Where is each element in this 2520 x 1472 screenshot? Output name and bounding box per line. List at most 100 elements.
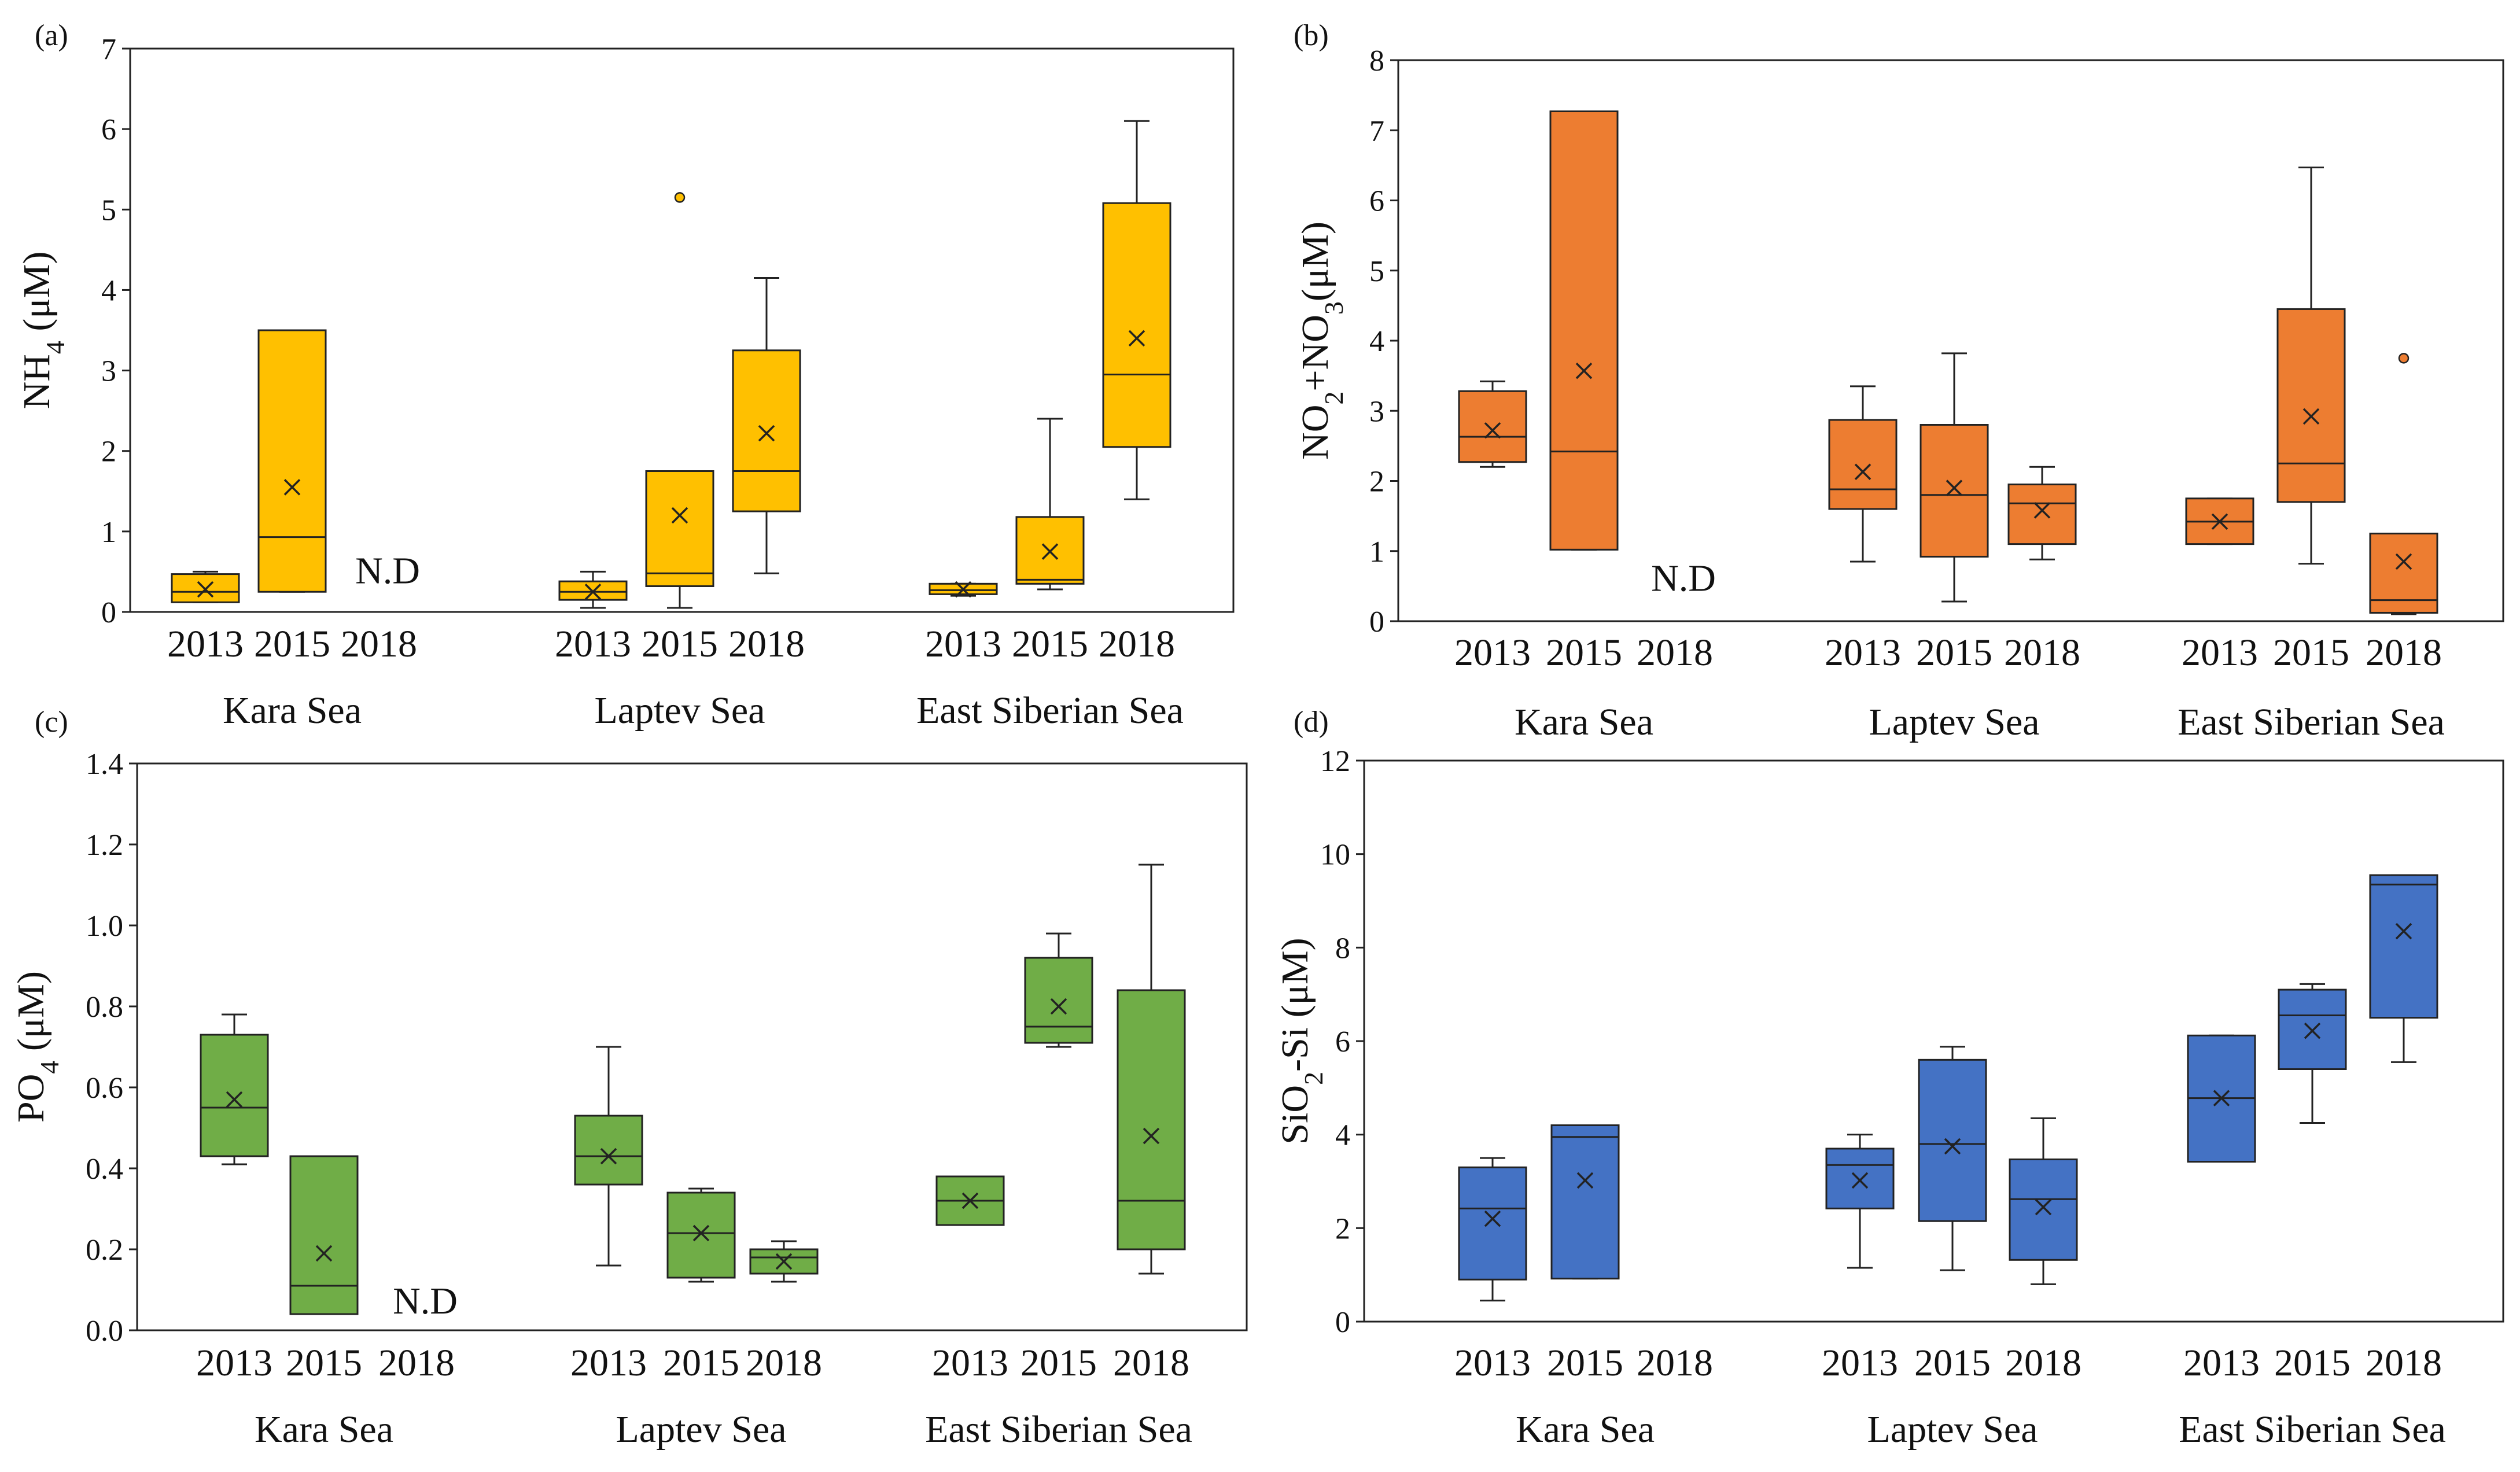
- x-year-label: 2015: [663, 1342, 739, 1384]
- y-tick-label: 8: [1369, 45, 1384, 78]
- box-iqr: [1825, 1148, 1895, 1209]
- panel-label: (b): [1294, 19, 1329, 52]
- y-tick-label: 4: [1335, 1119, 1350, 1152]
- mean-marker: [775, 1253, 793, 1270]
- panel-label: (a): [35, 19, 68, 52]
- x-year-label: 2018: [2004, 632, 2080, 674]
- box-plot: [1918, 1046, 1987, 1271]
- y-tick-label: 8: [1335, 932, 1350, 965]
- box-iqr: [1920, 424, 1989, 558]
- x-year-label: 2013: [196, 1342, 272, 1384]
- box-iqr: [257, 329, 327, 593]
- box-iqr: [1102, 202, 1171, 448]
- box-iqr: [1117, 989, 1186, 1250]
- box-plot: [666, 1187, 736, 1283]
- y-tick-label: 6: [1335, 1025, 1350, 1058]
- outlier-point: [2398, 353, 2410, 364]
- x-group-label: Laptev Sea: [1869, 701, 2039, 743]
- mean-marker: [315, 1245, 333, 1262]
- x-year-label: 2015: [642, 623, 718, 665]
- x-year-label: 2015: [254, 623, 330, 665]
- x-year-label: 2015: [1020, 1342, 1097, 1384]
- x-year-label: 2018: [728, 623, 805, 665]
- y-tick-label: 0.4: [86, 1153, 123, 1186]
- plot-frame: [129, 47, 1235, 613]
- box-plot: [1024, 932, 1093, 1048]
- y-tick-label: 0.2: [86, 1234, 123, 1267]
- y-axis-label: NO2+NO3(μM): [1294, 222, 1349, 460]
- mean-marker: [2213, 1090, 2230, 1106]
- x-year-label: 2013: [570, 1342, 647, 1384]
- x-year-label: 2018: [1099, 623, 1175, 665]
- x-group-label: East Siberian Sea: [2178, 701, 2445, 743]
- y-tick-label: 5: [1369, 255, 1384, 288]
- y-tick-label: 3: [101, 355, 116, 388]
- x-group-label: Laptev Sea: [594, 689, 765, 732]
- box-iqr: [574, 1115, 643, 1186]
- box-plot: [2185, 497, 2254, 545]
- box-plot: [749, 1240, 819, 1283]
- plot-frame: [136, 762, 1248, 1331]
- box-plot: [1550, 1124, 1620, 1280]
- box-plot: [2369, 874, 2438, 1063]
- box-plot: [2278, 983, 2347, 1124]
- box-plot: [645, 192, 714, 609]
- y-tick-label: 10: [1320, 839, 1350, 872]
- y-axis-label-unit: -Si (μM): [1274, 938, 1316, 1072]
- mean-marker: [2035, 1198, 2052, 1216]
- box-plot: [2007, 466, 2077, 560]
- mean-marker: [283, 479, 301, 496]
- y-axis-label-subscript: 3: [1319, 301, 1349, 315]
- box-iqr: [200, 1034, 269, 1157]
- x-year-label: 2015: [286, 1342, 362, 1384]
- x-year-label: 2013: [1825, 632, 1901, 674]
- y-tick-label: 3: [1369, 395, 1384, 428]
- box-plot: [1549, 110, 1619, 551]
- box-iqr: [289, 1155, 359, 1315]
- box-iqr: [2276, 308, 2346, 503]
- x-year-label: 2018: [378, 1342, 455, 1384]
- mean-marker: [1484, 422, 1501, 439]
- y-tick-label: 1.0: [86, 910, 123, 943]
- mean-marker: [2395, 553, 2412, 570]
- box-iqr: [666, 1191, 736, 1279]
- box-plot: [257, 329, 327, 593]
- y-tick-label: 4: [1369, 325, 1384, 358]
- y-tick-label: 12: [1320, 745, 1350, 778]
- x-year-label: 2013: [1454, 632, 1531, 674]
- box-plot: [1825, 1134, 1895, 1269]
- box-plot: [1828, 385, 1898, 563]
- x-group-label: Kara Sea: [255, 1408, 393, 1451]
- box-iqr: [2369, 874, 2438, 1019]
- x-year-label: 2018: [1637, 1342, 1713, 1384]
- box-plot: [289, 1155, 359, 1315]
- box-iqr: [2007, 484, 2077, 545]
- outlier-point: [674, 192, 686, 203]
- box-iqr: [1458, 1166, 1527, 1281]
- box-plot: [732, 277, 801, 574]
- mean-marker: [1484, 1210, 1501, 1227]
- box-plot: [574, 1046, 643, 1267]
- x-year-label: 2018: [746, 1342, 822, 1384]
- y-axis-label: NH4 (μM): [16, 252, 70, 409]
- y-tick-label: 0.6: [86, 1072, 123, 1105]
- mean-marker: [955, 581, 972, 598]
- mean-marker: [692, 1224, 710, 1242]
- y-axis-label-subscript: 4: [35, 1061, 64, 1074]
- panel-label: (c): [35, 706, 68, 739]
- box-plot: [1458, 380, 1527, 468]
- box-plot: [558, 570, 628, 609]
- mean-marker: [1575, 362, 1593, 379]
- x-year-label: 2018: [2366, 1342, 2442, 1384]
- box-plot: [171, 570, 240, 603]
- y-tick-label: 1.4: [86, 748, 123, 781]
- x-group-label: East Siberian Sea: [2179, 1408, 2446, 1451]
- box-iqr: [2009, 1159, 2078, 1261]
- box-iqr: [732, 349, 801, 512]
- y-axis-label-subscript: 4: [40, 341, 70, 354]
